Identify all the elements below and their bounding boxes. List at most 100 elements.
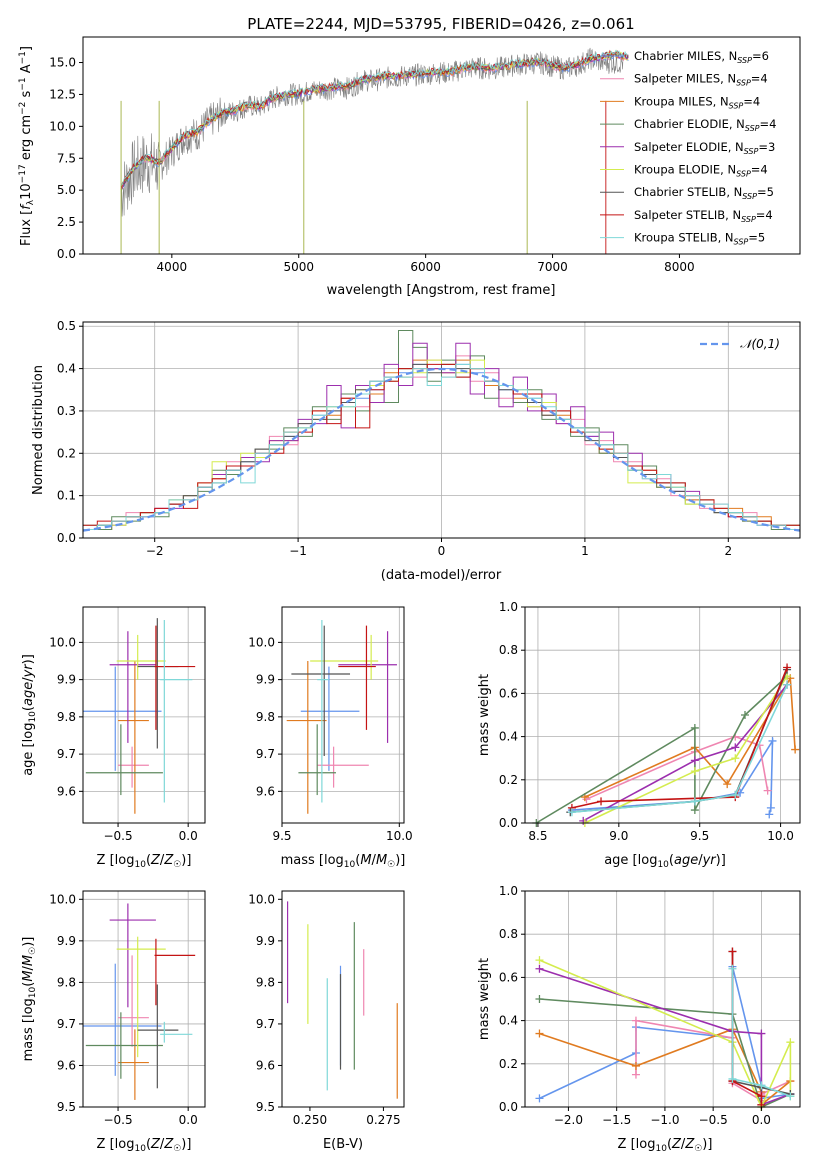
plot-frame (82, 36, 801, 255)
age-vs-mass-panel: 9.5 10.0 9.6 9.7 9.8 9.9 10.0 (248, 606, 413, 843)
y-tick-label: 0.6 (499, 686, 518, 700)
x-tick-label: 9.5 (272, 829, 291, 843)
legend-entry: 𝒩(0,1) (740, 337, 780, 351)
mass-weight-line (539, 998, 791, 1109)
mass-weight-marker (741, 711, 749, 719)
legend-entry: Kroupa STELIB, NSSP=5 (634, 231, 765, 247)
mass-weight-vs-metallicity-panel: −2.0 −1.5 −1.0 −0.5 0.0 0.0 0.2 0.4 0.6 0.8 1.0 (499, 884, 801, 1127)
x-tick-label: 0 (438, 544, 446, 558)
y-tick-label: 0.6 (499, 970, 518, 984)
y-tick-label: 10.0 (49, 635, 76, 649)
mass-weight-marker (731, 790, 740, 799)
y-tick-label: 0.4 (499, 730, 518, 744)
mass-weight-marker (597, 797, 606, 806)
y-tick-label: 9.6 (57, 784, 76, 798)
mass-weight-marker (731, 743, 740, 752)
y-tick-label: 10.0 (49, 892, 76, 906)
y-tick-label: 9.9 (256, 934, 275, 948)
y-tick-label: 0.3 (57, 404, 76, 418)
y-tick-label: 9.7 (57, 747, 76, 761)
x-tick-label: 6000 (410, 260, 441, 274)
mass-weight-marker (690, 806, 699, 815)
ebv-xlabel: E(B-V) (323, 1137, 363, 1152)
mass-weight-line (535, 675, 788, 824)
y-tick-label: 1.0 (499, 600, 518, 614)
mass-weight-line (571, 684, 788, 813)
legend-entry: Kroupa ELODIE, NSSP=4 (634, 163, 768, 179)
mass-weight-marker (567, 808, 576, 817)
mass-weight-marker (783, 663, 792, 672)
mass-weight-line (571, 667, 788, 809)
x-tick-label: 0.275 (366, 1113, 400, 1127)
spectrum-title: PLATE=2244, MJD=53795, FIBERID=0426, z=0… (247, 15, 634, 33)
spectrum-ylabel: Flux [fλ10−17 erg cm−2 s−1 A−1] (18, 46, 36, 246)
mass-weight-marker (535, 956, 544, 965)
mass-ylabel: mass [log10(M/M☉)] (21, 937, 38, 1062)
mass-weight-marker (723, 780, 732, 789)
y-tick-label: 9.9 (256, 673, 275, 687)
mass-weight-marker (786, 1038, 795, 1047)
mw-age-xlabel: age [log10(age/yr)] (604, 853, 726, 870)
mass-weight-marker (728, 947, 737, 956)
y-tick-label: 5.0 (57, 183, 76, 197)
mass-weight-line (584, 675, 796, 798)
mass-vs-metallicity-panel: −0.5 0.0 9.5 9.6 9.7 9.8 9.9 10.0 (49, 890, 206, 1127)
mass-weight-marker (535, 1094, 544, 1103)
age-ylabel: age [log10(age/yr)] (21, 654, 38, 776)
y-tick-label: 9.7 (256, 1017, 275, 1031)
x-tick-label: 0.250 (293, 1113, 327, 1127)
mass-weight-marker (690, 767, 699, 776)
x-tick-label: 0.0 (752, 1113, 771, 1127)
mass-weight-marker (763, 786, 772, 795)
x-tick-label: 2 (724, 544, 732, 558)
mass-weight-marker (631, 1070, 640, 1079)
mass-weight-marker (728, 964, 737, 973)
y-tick-label: 9.7 (256, 747, 275, 761)
x-tick-label: 0.0 (179, 829, 198, 843)
mass-weight-line (584, 675, 788, 824)
mass-vs-ebv-panel: 0.250 0.275 9.5 9.6 9.7 9.8 9.9 10.0 (248, 890, 405, 1127)
legend-entry: Chabrier STELIB, NSSP=5 (634, 185, 774, 201)
mass-weight-marker (728, 1074, 737, 1083)
y-tick-label: 0.4 (57, 362, 76, 376)
x-tick-label: 7000 (537, 260, 568, 274)
y-tick-label: 1.0 (499, 884, 518, 898)
x-tick-label: −2 (146, 544, 164, 558)
x-tick-label: 10.0 (386, 829, 413, 843)
y-tick-label: 9.8 (57, 710, 76, 724)
x-tick-label: −1.5 (602, 1113, 631, 1127)
age-z-xlabel: Z [log10(Z/Z☉)] (97, 853, 192, 870)
mass-weight-line (570, 669, 788, 813)
residual-histogram-panel: −2 −1 0 1 2 0.0 0.1 0.2 0.3 0.4 0.5 𝒩(0,1) (57, 319, 801, 558)
mass-weight-marker (766, 803, 775, 812)
y-tick-label: 9.9 (57, 673, 76, 687)
x-tick-label: 1 (581, 544, 589, 558)
mass-weight-marker (768, 736, 777, 745)
y-tick-label: 9.7 (57, 1017, 76, 1031)
y-tick-label: 0.4 (499, 1014, 518, 1028)
x-tick-label: −2.0 (554, 1113, 583, 1127)
y-tick-label: 9.5 (57, 1100, 76, 1114)
mass-weight-marker (690, 797, 699, 806)
y-tick-label: 9.9 (57, 934, 76, 948)
y-tick-label: 0.1 (57, 489, 76, 503)
y-tick-label: 0.2 (57, 446, 76, 460)
x-tick-label: −1 (289, 544, 307, 558)
mass-weight-line (731, 968, 791, 1097)
x-tick-label: 0.0 (179, 1113, 198, 1127)
y-tick-label: 9.8 (256, 710, 275, 724)
legend-entry: Salpeter ELODIE, NSSP=3 (634, 140, 775, 156)
x-tick-label: 4000 (157, 260, 188, 274)
y-tick-label: 10.0 (49, 119, 76, 133)
mass-weight-marker (765, 810, 774, 819)
mass-weight-marker (757, 1092, 766, 1101)
mass-weight-marker (757, 1029, 766, 1038)
mass-z-xlabel: Z [log10(Z/Z☉)] (97, 1137, 192, 1154)
x-tick-label: −1.0 (650, 1113, 679, 1127)
mw-z-xlabel: Z [log10(Z/Z☉)] (618, 1137, 713, 1154)
plot-frame (82, 890, 206, 1108)
plot-frame (281, 890, 405, 1108)
y-tick-label: 10.0 (248, 635, 275, 649)
y-tick-label: 2.5 (57, 215, 76, 229)
plot-frame (524, 606, 801, 824)
